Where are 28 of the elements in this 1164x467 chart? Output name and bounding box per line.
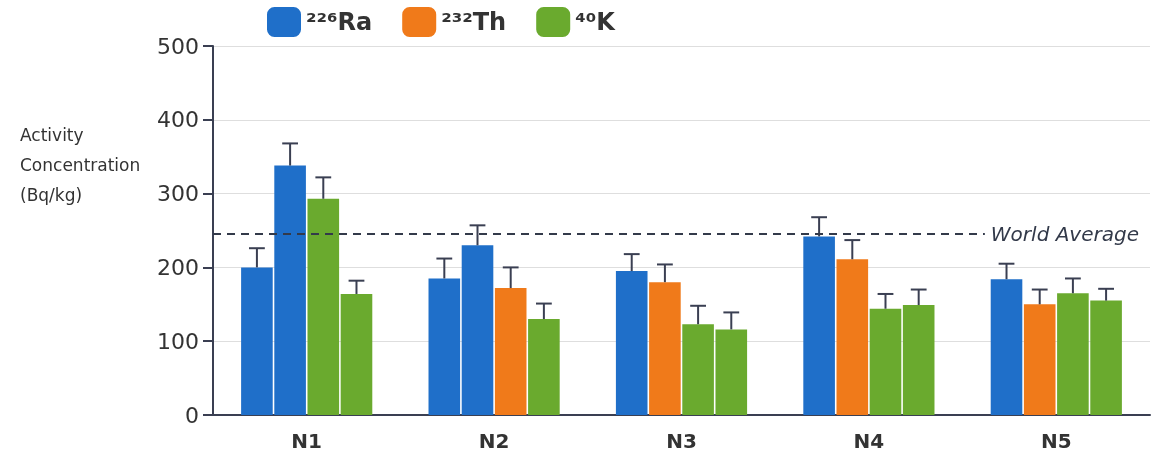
x-tick-label: N3: [666, 429, 697, 453]
x-tick-label: N4: [853, 429, 885, 453]
bar: [869, 308, 902, 415]
bar: [1023, 304, 1056, 415]
bar: [615, 271, 648, 415]
legend-label: ⁴⁰K: [575, 8, 617, 36]
ref-line-label: World Average: [990, 222, 1139, 247]
y-axis-title: Activity Concentration (Bq/kg): [20, 125, 146, 205]
y-tick-label: 500: [157, 33, 199, 59]
y-tick-label: 200: [157, 254, 199, 280]
y-tick-label: 300: [157, 181, 199, 207]
bar: [990, 279, 1023, 415]
bar: [340, 293, 373, 415]
y-tick-label: 400: [157, 107, 199, 133]
bar: [649, 282, 681, 415]
bar: [902, 305, 935, 415]
y-tick-label: 0: [185, 402, 199, 428]
x-tick-label: N1: [291, 429, 323, 453]
bar: [836, 259, 869, 415]
x-tick-label: N2: [478, 429, 510, 453]
bar: [528, 319, 560, 415]
legend-label: ²³²Th: [441, 8, 507, 36]
bar: [803, 236, 835, 415]
x-tick-label: N5: [1040, 429, 1072, 453]
y-tick-label: 100: [157, 328, 199, 354]
bar: [428, 278, 461, 415]
bar: [307, 198, 340, 415]
legend-label: ²²⁶Ra: [306, 8, 373, 36]
